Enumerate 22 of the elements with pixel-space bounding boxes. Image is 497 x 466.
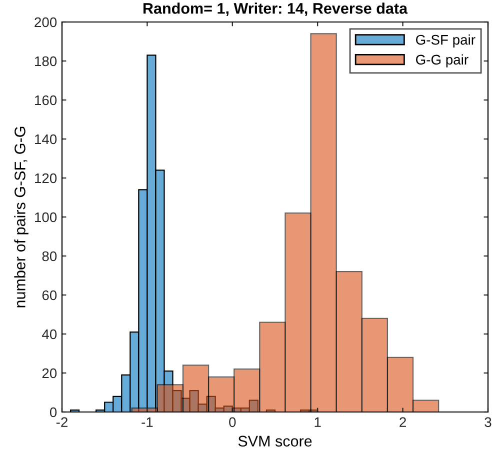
y-tick-label: 180: [35, 56, 57, 66]
y-tick-label: 140: [35, 134, 57, 144]
y-tick-label: 200: [34, 17, 57, 28]
y-axis-title: number of pairs G-SF, G-G: [14, 126, 28, 308]
x-tick-label: 0: [229, 417, 236, 428]
x-tick-label: -1: [142, 417, 153, 427]
legend-label: G-G pair: [416, 54, 468, 68]
x-tick-label: 1: [314, 417, 321, 427]
y-tick-label: 80: [42, 251, 57, 262]
y-tick-label: 60: [42, 290, 57, 300]
x-tick-label: 2: [400, 417, 406, 427]
y-tick-label: 0: [50, 407, 57, 418]
y-tick-label: 40: [42, 329, 57, 340]
y-tick-label: 160: [35, 95, 57, 106]
legend-label: G-SF pair: [416, 34, 476, 48]
y-tick-label: 100: [35, 212, 57, 222]
x-axis-title: SVM score: [238, 436, 312, 447]
x-tick-label: -2: [56, 417, 68, 427]
y-tick-label: 20: [42, 368, 57, 378]
y-tick-label: 120: [35, 173, 57, 184]
chart-title: Random= 1, Writer: 14, Reverse data: [143, 2, 408, 16]
x-tick-label: 3: [484, 417, 492, 428]
